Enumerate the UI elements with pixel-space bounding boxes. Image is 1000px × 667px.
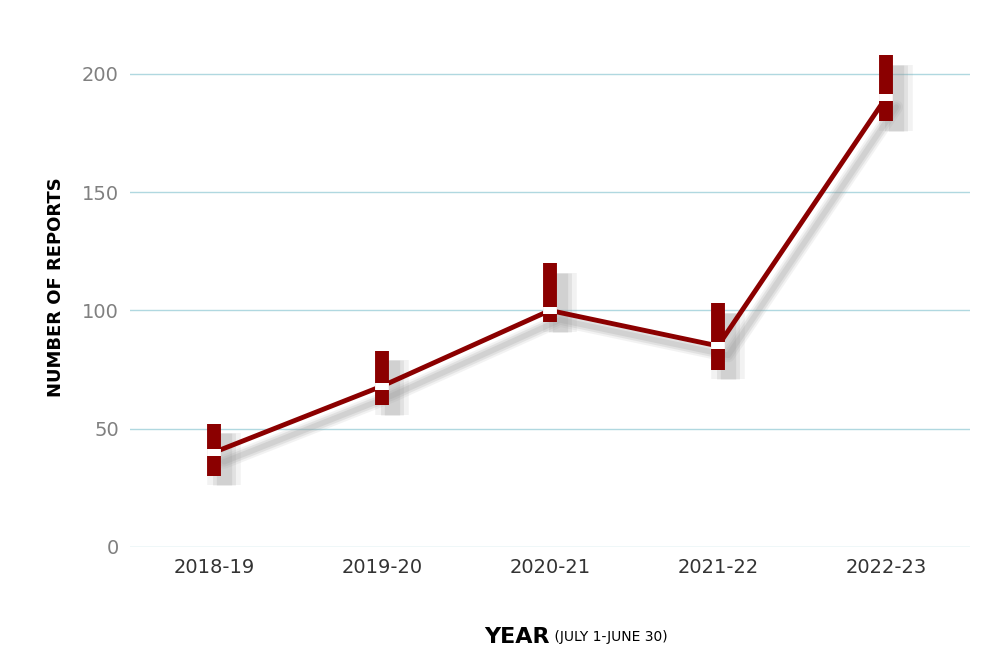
Text: (JULY 1-JUNE 30): (JULY 1-JUNE 30): [550, 630, 668, 644]
Text: YEAR: YEAR: [484, 627, 550, 647]
Y-axis label: NUMBER OF REPORTS: NUMBER OF REPORTS: [47, 177, 65, 397]
